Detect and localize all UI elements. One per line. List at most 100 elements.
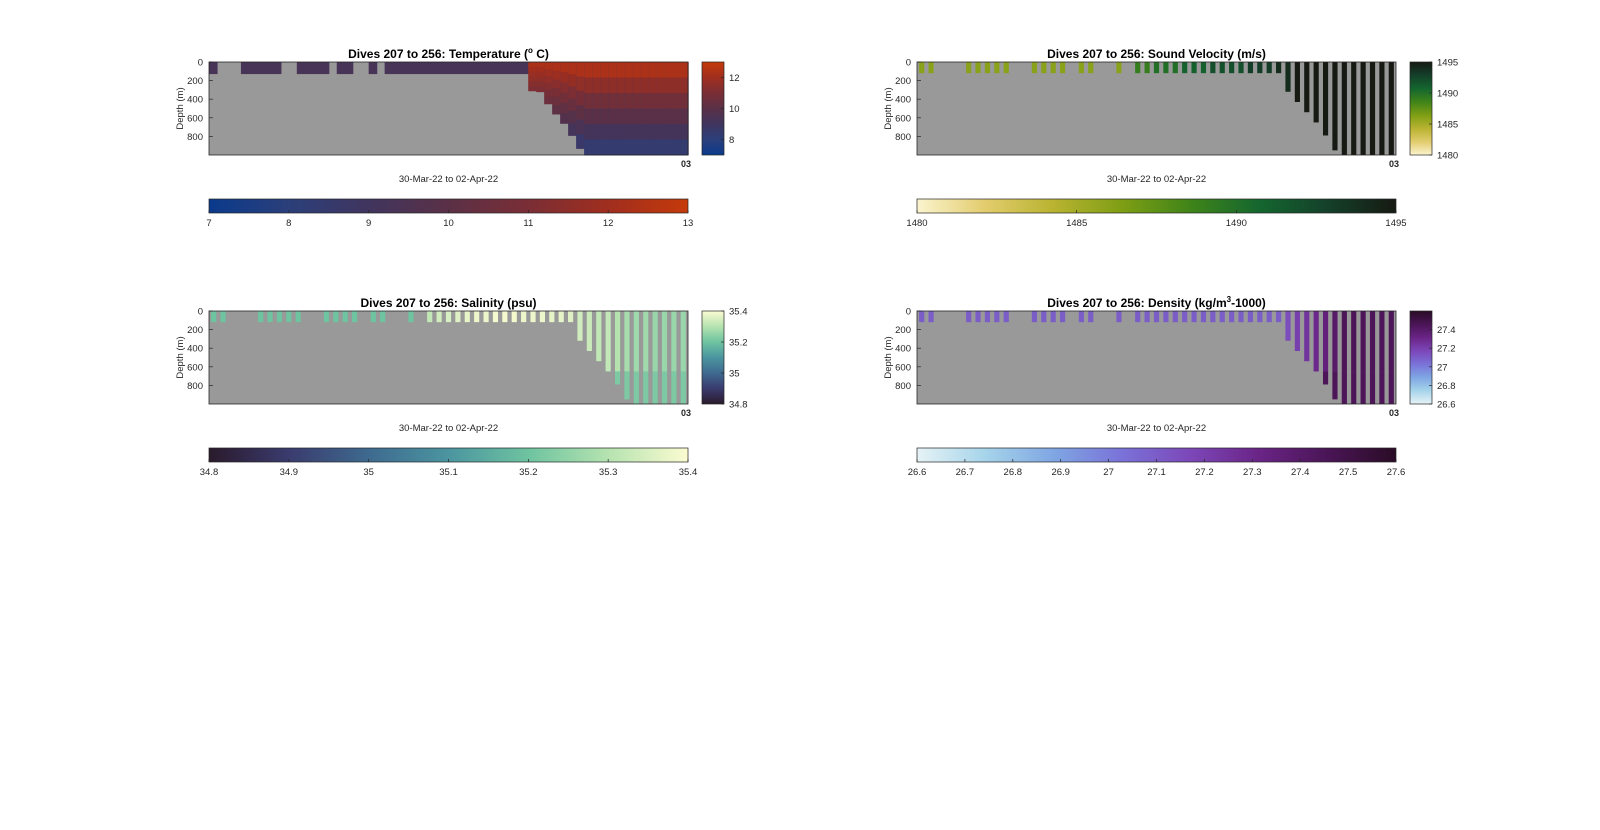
density-data-bar	[1313, 311, 1319, 372]
density-data-bar	[1369, 311, 1376, 372]
temperature-bottom-tick-label: 8	[286, 218, 291, 229]
sound-velocity-data-bar	[1041, 62, 1047, 74]
sound-velocity-data-bar	[1219, 62, 1225, 74]
density-data-bar	[1257, 311, 1263, 323]
density-data-bar	[1163, 311, 1169, 323]
sound-velocity-side-colorbar	[1409, 61, 1433, 156]
density-data-bar	[1238, 311, 1244, 323]
temperature-data-cell	[616, 124, 625, 140]
temperature-xlabel: 30-Mar-22 to 02-Apr-22	[399, 174, 498, 185]
temperature-data-cell	[648, 139, 657, 156]
density-data-bar	[975, 311, 981, 323]
temperature-data-cell	[560, 102, 569, 114]
density-data-bar	[1219, 311, 1225, 323]
temperature-data-cell	[552, 105, 561, 115]
temperature-data-column	[472, 62, 482, 75]
salinity-ytick-label: 600	[187, 362, 203, 373]
temperature-data-cell	[664, 62, 673, 78]
temperature-data-cell	[608, 139, 617, 156]
temperature-data-column	[264, 62, 274, 75]
salinity-data-bar	[267, 311, 273, 323]
temperature-data-cell	[560, 72, 569, 83]
density-data-bar	[1031, 311, 1037, 323]
temperature-data-column	[504, 62, 513, 75]
density-data-bar	[1351, 311, 1357, 372]
salinity-data-bar	[549, 311, 555, 323]
temperature-data-cell	[600, 62, 609, 78]
temperature-data-cell	[680, 108, 689, 125]
temperature-data-cell	[640, 139, 649, 156]
density-data-bar	[1172, 311, 1178, 323]
temperature-data-cell	[528, 62, 537, 68]
salinity-data-bar	[521, 311, 527, 323]
temperature-title-main: Dives 207 to 256: Temperature (	[348, 47, 528, 61]
salinity-data-bar	[558, 311, 564, 323]
temperature-data-cell	[592, 139, 601, 156]
temperature-data-cell	[576, 134, 585, 149]
temperature-data-cell	[536, 66, 545, 73]
temperature-data-column	[432, 62, 442, 75]
density-data-bar	[1332, 311, 1338, 372]
salinity-data-bar	[333, 311, 339, 323]
sound-velocity-data-bar	[1285, 62, 1291, 92]
salinity-data-bar	[276, 311, 283, 323]
temperature-data-cell	[576, 76, 585, 92]
salinity-data-bar	[408, 311, 414, 323]
temperature-data-cell	[664, 108, 673, 125]
temperature-data-cell	[672, 77, 681, 94]
temperature-data-cell	[544, 89, 553, 98]
density-data-bar-deep	[1379, 371, 1385, 404]
temperature-data-cell	[632, 93, 641, 109]
density-title-superscript: 3	[1227, 295, 1232, 304]
temperature-data-cell	[600, 124, 609, 140]
sound-velocity-bottom-tick-label: 1490	[1226, 218, 1247, 229]
temperature-data-cell	[568, 110, 577, 124]
temperature-bottom-tick-label: 7	[206, 218, 211, 229]
temperature-data-column	[448, 62, 458, 75]
density-data-bar	[1135, 311, 1141, 323]
sound-velocity-axes-frame	[916, 61, 1397, 156]
temperature-data-cell	[536, 71, 545, 78]
temperature-data-column	[344, 62, 354, 75]
density-ytick-label: 200	[895, 325, 911, 336]
salinity-data-bar	[351, 311, 358, 323]
sound-velocity-data-bar	[1059, 62, 1066, 74]
salinity-data-bar	[474, 311, 480, 323]
sound-velocity-data-bar	[1247, 62, 1254, 74]
temperature-axes-frame	[208, 61, 689, 156]
temperature-data-cell	[552, 96, 561, 106]
salinity-bottom-tick-label: 35	[363, 467, 374, 478]
sound-velocity-data-bar	[1360, 62, 1366, 155]
salinity-data-bar-deep	[671, 371, 677, 404]
density-data-bar	[1200, 311, 1207, 323]
density-panel: Dives 207 to 256: Density (kg/m3-1000) 0 2…	[883, 295, 1456, 478]
temperature-data-cell	[600, 108, 609, 125]
salinity-bottom-tick-label: 34.9	[280, 467, 299, 478]
density-ytick-label: 800	[895, 381, 911, 392]
salinity-ylabel: Depth (m)	[175, 336, 186, 378]
temperature-data-cell	[584, 108, 593, 125]
sound-velocity-data-bar	[1003, 62, 1009, 74]
temperature-data-cell	[528, 76, 537, 82]
temperature-data-cell	[568, 86, 577, 100]
salinity-bottom-tick-label: 34.8	[200, 467, 219, 478]
sound-velocity-data-bar	[1341, 62, 1347, 155]
density-data-bar	[1294, 311, 1300, 351]
density-data-bar	[1116, 311, 1122, 323]
sound-velocity-bottom-tick-label: 1485	[1066, 218, 1087, 229]
density-bottom-tick-label: 27	[1103, 467, 1114, 478]
temperature-data-cell	[624, 62, 633, 78]
temperature-data-cell	[608, 77, 617, 94]
temperature-data-cell	[632, 124, 641, 140]
temperature-data-cell	[624, 93, 633, 109]
density-data-bar	[994, 311, 1000, 323]
temperature-data-cell	[672, 124, 681, 140]
temperature-data-cell	[536, 76, 545, 83]
temperature-data-cell	[640, 62, 649, 78]
density-side-tick-label: 27.2	[1437, 344, 1456, 355]
temperature-data-cell	[640, 108, 649, 125]
sound-velocity-ytick-label: 0	[906, 58, 911, 69]
temperature-data-cell	[664, 77, 673, 94]
temperature-data-cell	[592, 124, 601, 140]
density-data-bar-deep	[1322, 371, 1329, 385]
